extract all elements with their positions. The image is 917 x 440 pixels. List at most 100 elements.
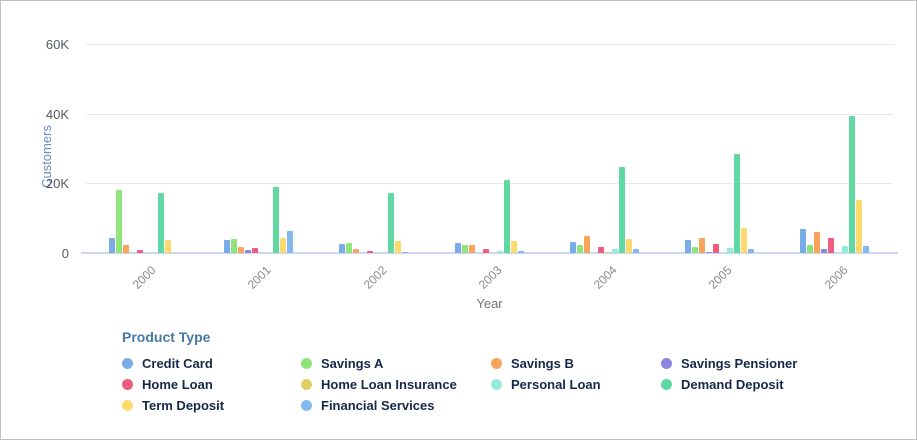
legend-marker-savings-a bbox=[301, 358, 312, 369]
gridline bbox=[86, 113, 893, 115]
legend-item-home-loan[interactable]: Home Loan bbox=[122, 377, 301, 392]
legend-marker-demand-deposit bbox=[661, 379, 672, 390]
legend-marker-personal-loan bbox=[491, 379, 502, 390]
bar-financial-services-2002[interactable] bbox=[402, 252, 408, 253]
bar-term-deposit-2001[interactable] bbox=[280, 238, 286, 253]
x-tick-label-2000: 2000 bbox=[129, 263, 159, 292]
bar-term-deposit-2000[interactable] bbox=[165, 240, 171, 253]
y-tick-label: 20K bbox=[45, 176, 69, 192]
legend-marker-home-loan bbox=[122, 379, 133, 390]
legend-label: Personal Loan bbox=[511, 377, 601, 392]
bar-credit-card-2003[interactable] bbox=[455, 243, 461, 253]
bar-demand-deposit-2004[interactable] bbox=[619, 167, 625, 253]
legend-item-term-deposit[interactable]: Term Deposit bbox=[122, 398, 301, 413]
legend-label: Savings Pensioner bbox=[681, 356, 798, 371]
bar-term-deposit-2002[interactable] bbox=[395, 241, 401, 253]
x-tick-label-2006: 2006 bbox=[821, 263, 851, 292]
bar-financial-services-2005[interactable] bbox=[748, 249, 754, 253]
bar-credit-card-2002[interactable] bbox=[339, 244, 345, 253]
bar-savings-pensioner-2006[interactable] bbox=[821, 249, 827, 253]
bar-demand-deposit-2003[interactable] bbox=[504, 180, 510, 253]
x-tick-label-2001: 2001 bbox=[245, 263, 274, 292]
bar-home-loan-2000[interactable] bbox=[137, 250, 143, 253]
bar-financial-services-2006[interactable] bbox=[863, 246, 869, 253]
bar-credit-card-2005[interactable] bbox=[685, 240, 691, 253]
bar-home-loan-insurance-2004[interactable] bbox=[605, 252, 611, 253]
x-tick-label-2003: 2003 bbox=[475, 263, 505, 292]
legend-item-savings-a[interactable]: Savings A bbox=[301, 356, 491, 371]
bar-demand-deposit-2001[interactable] bbox=[273, 187, 279, 253]
bar-savings-pensioner-2001[interactable] bbox=[245, 250, 251, 253]
bar-term-deposit-2004[interactable] bbox=[626, 239, 632, 253]
bar-savings-a-2004[interactable] bbox=[577, 245, 583, 253]
bar-savings-a-2003[interactable] bbox=[462, 245, 468, 253]
bar-savings-b-2005[interactable] bbox=[699, 238, 705, 253]
gridline bbox=[86, 183, 893, 185]
bar-savings-a-2006[interactable] bbox=[807, 245, 813, 253]
bar-financial-services-2004[interactable] bbox=[633, 249, 639, 253]
legend-label: Term Deposit bbox=[142, 398, 225, 413]
bar-demand-deposit-2000[interactable] bbox=[158, 193, 164, 253]
legend-item-financial-services[interactable]: Financial Services bbox=[301, 398, 491, 413]
legend-item-personal-loan[interactable]: Personal Loan bbox=[491, 377, 661, 392]
bar-demand-deposit-2005[interactable] bbox=[734, 154, 740, 253]
bar-home-loan-2006[interactable] bbox=[828, 238, 834, 253]
bar-financial-services-2003[interactable] bbox=[518, 251, 524, 253]
legend-label: Home Loan Insurance bbox=[321, 377, 457, 392]
bar-savings-a-2000[interactable] bbox=[116, 190, 122, 253]
legend-label: Savings A bbox=[321, 356, 384, 371]
x-axis-title: Year bbox=[476, 296, 503, 311]
legend-marker-savings-b bbox=[491, 358, 502, 369]
legend-marker-term-deposit bbox=[122, 400, 133, 411]
x-tick-label-2005: 2005 bbox=[706, 263, 735, 292]
bar-savings-a-2005[interactable] bbox=[692, 247, 698, 253]
bar-personal-loan-2003[interactable] bbox=[497, 251, 503, 253]
bar-personal-loan-2004[interactable] bbox=[612, 249, 618, 253]
bar-home-loan-2003[interactable] bbox=[483, 249, 489, 253]
bar-personal-loan-2006[interactable] bbox=[842, 246, 848, 253]
bar-credit-card-2001[interactable] bbox=[224, 240, 230, 253]
bar-demand-deposit-2006[interactable] bbox=[849, 116, 855, 253]
x-tick-label-2004: 2004 bbox=[590, 263, 620, 292]
legend-title: Product Type bbox=[122, 329, 211, 345]
y-tick-label: 0 bbox=[61, 246, 69, 261]
legend-item-savings-b[interactable]: Savings B bbox=[491, 356, 661, 371]
bar-credit-card-2004[interactable] bbox=[570, 242, 576, 253]
legend-label: Demand Deposit bbox=[681, 377, 784, 392]
legend-item-demand-deposit[interactable]: Demand Deposit bbox=[661, 377, 797, 392]
bar-savings-a-2002[interactable] bbox=[346, 243, 352, 253]
bar-term-deposit-2005[interactable] bbox=[741, 228, 747, 253]
bar-term-deposit-2006[interactable] bbox=[856, 200, 862, 253]
bar-home-loan-2004[interactable] bbox=[598, 247, 604, 253]
legend-item-credit-card[interactable]: Credit Card bbox=[122, 356, 301, 371]
bar-home-loan-2001[interactable] bbox=[252, 248, 258, 253]
bar-savings-pensioner-2005[interactable] bbox=[706, 252, 712, 253]
legend-label: Credit Card bbox=[142, 356, 213, 371]
bar-demand-deposit-2002[interactable] bbox=[388, 193, 394, 253]
bar-savings-b-2004[interactable] bbox=[584, 236, 590, 253]
bar-home-loan-2005[interactable] bbox=[713, 244, 719, 253]
bar-savings-b-2000[interactable] bbox=[123, 245, 129, 253]
bar-savings-b-2001[interactable] bbox=[238, 247, 244, 253]
bar-savings-b-2003[interactable] bbox=[469, 245, 475, 253]
bar-credit-card-2000[interactable] bbox=[109, 238, 115, 253]
legend-item-home-loan-insurance[interactable]: Home Loan Insurance bbox=[301, 377, 491, 392]
bar-personal-loan-2005[interactable] bbox=[727, 248, 733, 253]
legend-marker-home-loan-insurance bbox=[301, 379, 312, 390]
legend: Product Type Credit Card Savings A Savings… bbox=[122, 329, 797, 413]
bar-term-deposit-2003[interactable] bbox=[511, 241, 517, 253]
x-axis-line bbox=[81, 252, 898, 254]
legend-label: Savings B bbox=[511, 356, 574, 371]
legend-marker-credit-card bbox=[122, 358, 133, 369]
bar-savings-b-2002[interactable] bbox=[353, 249, 359, 253]
legend-items: Credit Card Savings A Savings B Savings Pen… bbox=[122, 356, 797, 413]
y-tick-label: 60K bbox=[45, 37, 69, 52]
bar-financial-services-2001[interactable] bbox=[287, 231, 293, 253]
bar-credit-card-2006[interactable] bbox=[800, 229, 806, 253]
legend-item-savings-pensioner[interactable]: Savings Pensioner bbox=[661, 356, 797, 371]
bar-savings-a-2001[interactable] bbox=[231, 239, 237, 253]
bar-savings-b-2006[interactable] bbox=[814, 232, 820, 253]
bar-home-loan-2002[interactable] bbox=[367, 251, 373, 253]
